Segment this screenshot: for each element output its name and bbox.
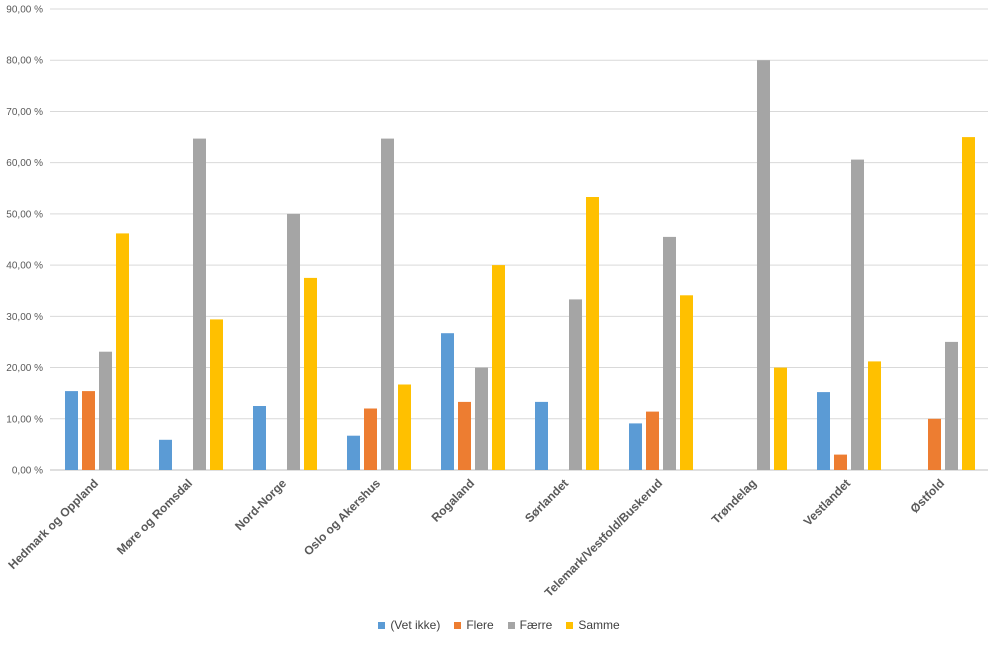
bar (962, 137, 975, 470)
bar (928, 418, 941, 470)
bar (817, 392, 830, 470)
x-tick-label: Rogaland (429, 476, 478, 525)
bar (629, 423, 642, 470)
y-tick-label: 10,00 % (6, 414, 43, 425)
bar (586, 197, 599, 470)
bar (851, 159, 864, 470)
legend-item: Flere (454, 618, 494, 632)
legend-label: Samme (578, 618, 620, 632)
legend-swatch (378, 621, 386, 629)
legend-swatch (454, 621, 462, 629)
bar (492, 265, 505, 470)
legend-item: (Vet ikke) (378, 618, 440, 632)
legend-swatch (566, 621, 574, 629)
y-tick-label: 60,00 % (6, 158, 43, 169)
legend-label: (Vet ikke) (390, 618, 441, 632)
bar (535, 401, 548, 470)
x-tick-label: Sørlandet (522, 476, 571, 525)
x-tick-label: Østfold (908, 476, 948, 516)
bar (774, 367, 787, 470)
bar (663, 236, 676, 470)
x-tick-label: Vestlandet (801, 476, 853, 528)
legend-item: Færre (507, 618, 553, 632)
bar (253, 406, 266, 470)
y-tick-label: 0,00 % (12, 466, 43, 477)
bar (458, 401, 471, 470)
x-tick-label: Nord-Norge (232, 476, 289, 533)
bar (680, 295, 693, 470)
legend-item: Samme (566, 618, 620, 632)
y-tick-label: 50,00 % (6, 209, 43, 220)
bar (475, 367, 488, 470)
bar (287, 213, 300, 470)
x-axis-ticks: Hedmark og Oppland Møre og Romsdal Nord-No… (5, 476, 947, 600)
bar (210, 319, 223, 470)
x-tick-label: Hedmark og Oppland (5, 476, 101, 572)
y-tick-label: 20,00 % (6, 363, 43, 374)
legend-swatch (507, 621, 515, 629)
y-tick-label: 80,00 % (6, 56, 43, 67)
bar (757, 60, 770, 470)
x-tick-label: Møre og Romsdal (114, 476, 195, 557)
legend-label: Flere (466, 618, 494, 632)
x-tick-label: Trøndelag (709, 476, 759, 526)
bar (398, 384, 411, 470)
legend: (Vet ikke) Flere Færre Samme (0, 618, 998, 632)
bar (945, 341, 958, 470)
y-axis-ticks: 0,00 % 10,00 % 20,00 % 30,00 % 40,00 % 50,00 … (6, 5, 43, 477)
legend-label: Færre (519, 618, 553, 632)
bar (82, 391, 95, 470)
bars (65, 60, 975, 470)
x-tick-label: Oslo og Akershus (301, 476, 383, 558)
y-tick-label: 90,00 % (6, 5, 43, 16)
bar (441, 333, 454, 470)
y-tick-label: 30,00 % (6, 312, 43, 323)
bar (193, 138, 206, 470)
bar (65, 391, 78, 470)
bar (868, 361, 881, 470)
y-tick-label: 40,00 % (6, 261, 43, 272)
bar (834, 454, 847, 470)
bar (116, 233, 129, 470)
y-tick-label: 70,00 % (6, 107, 43, 118)
bar (381, 138, 394, 470)
bar (569, 299, 582, 470)
bar (99, 351, 112, 470)
bar (347, 435, 360, 470)
bar (159, 439, 172, 470)
bar (304, 277, 317, 470)
bar (364, 408, 377, 470)
gridlines (50, 8, 988, 471)
bar (646, 411, 659, 470)
